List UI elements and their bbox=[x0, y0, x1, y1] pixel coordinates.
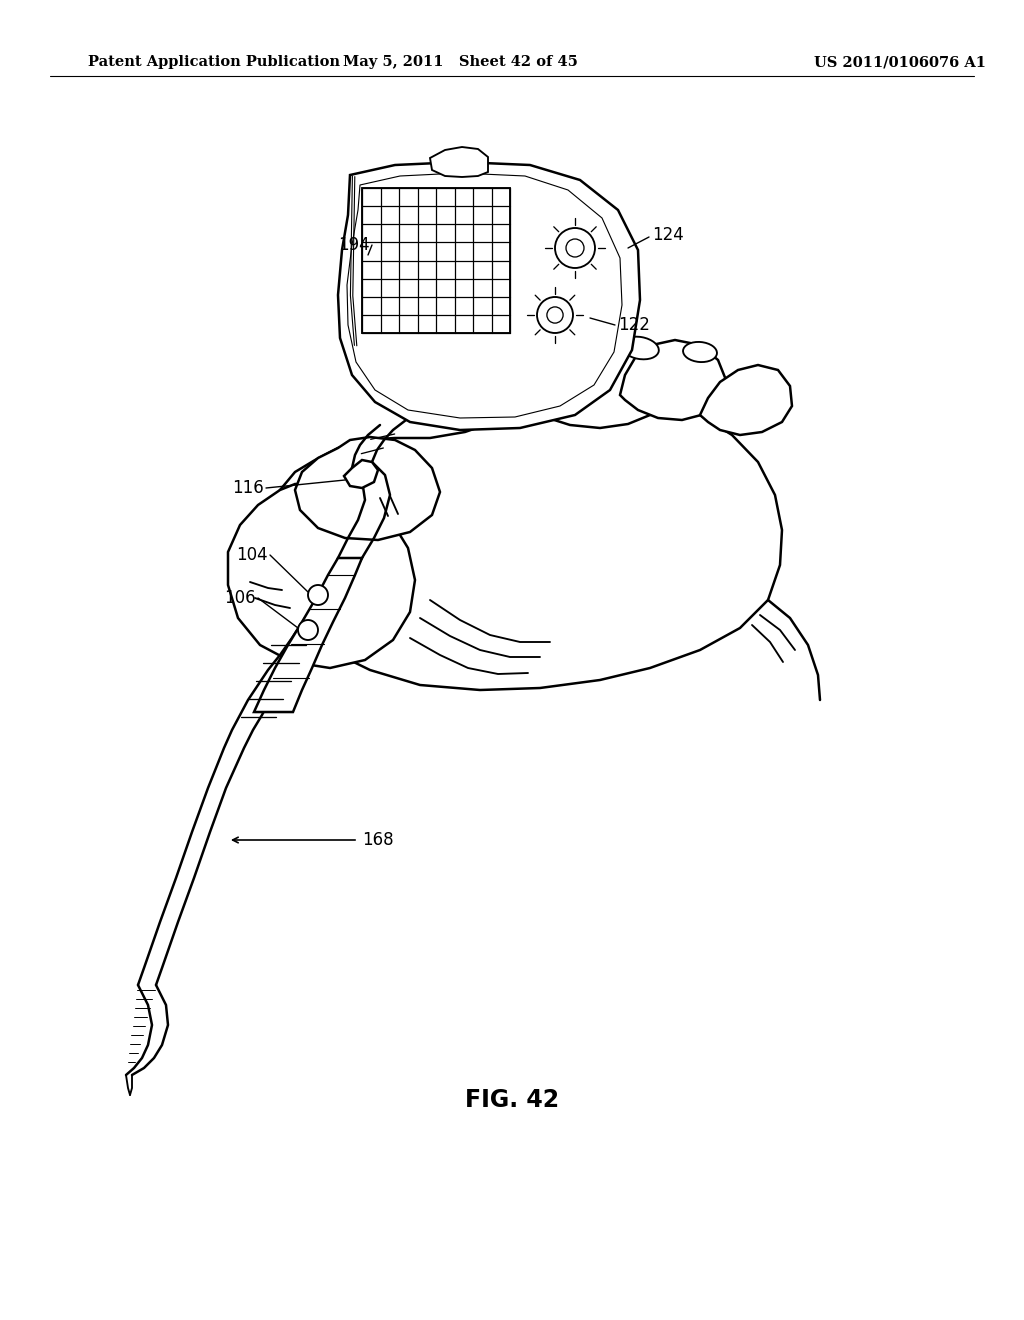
Ellipse shape bbox=[683, 342, 717, 362]
Text: 106: 106 bbox=[224, 589, 256, 607]
Polygon shape bbox=[280, 395, 782, 690]
Polygon shape bbox=[700, 366, 792, 436]
Circle shape bbox=[298, 620, 318, 640]
Polygon shape bbox=[254, 558, 362, 711]
Text: 168: 168 bbox=[362, 832, 393, 849]
Text: US 2011/0106076 A1: US 2011/0106076 A1 bbox=[814, 55, 986, 69]
Polygon shape bbox=[344, 459, 378, 488]
Text: May 5, 2011   Sheet 42 of 45: May 5, 2011 Sheet 42 of 45 bbox=[343, 55, 578, 69]
Polygon shape bbox=[620, 341, 726, 420]
Text: FIG. 42: FIG. 42 bbox=[465, 1088, 559, 1111]
Circle shape bbox=[537, 297, 573, 333]
Polygon shape bbox=[228, 484, 415, 668]
Circle shape bbox=[555, 228, 595, 268]
Text: 194: 194 bbox=[338, 236, 370, 253]
Text: 116: 116 bbox=[232, 479, 264, 498]
Text: 124: 124 bbox=[652, 226, 684, 244]
Polygon shape bbox=[535, 333, 662, 428]
Text: Patent Application Publication: Patent Application Publication bbox=[88, 55, 340, 69]
Text: 122: 122 bbox=[618, 315, 650, 334]
Circle shape bbox=[308, 585, 328, 605]
Polygon shape bbox=[295, 437, 440, 540]
Circle shape bbox=[566, 239, 584, 257]
Text: 104: 104 bbox=[237, 546, 268, 564]
Polygon shape bbox=[362, 187, 510, 333]
Ellipse shape bbox=[622, 337, 658, 359]
Polygon shape bbox=[338, 162, 640, 430]
Polygon shape bbox=[430, 147, 488, 177]
Circle shape bbox=[547, 306, 563, 323]
